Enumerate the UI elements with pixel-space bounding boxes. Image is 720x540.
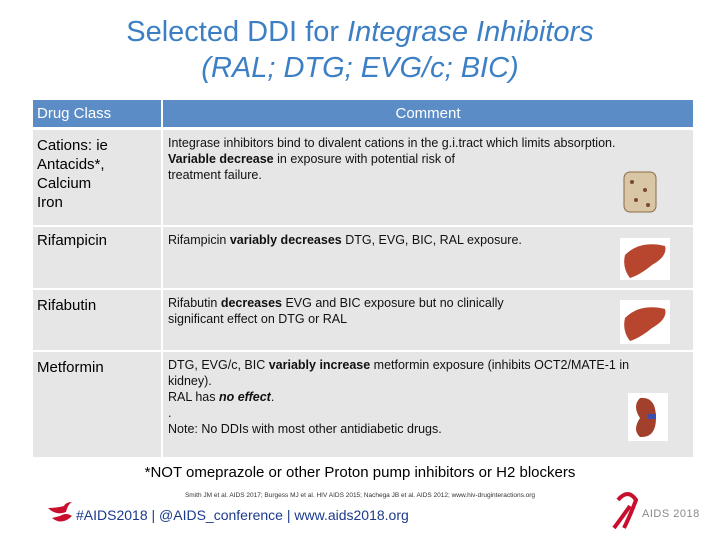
- drug-cell: Metformin: [33, 352, 161, 457]
- drug-line: Iron: [37, 194, 63, 211]
- text-line: treatment failure.: [168, 167, 688, 183]
- text-line: kidney).: [168, 373, 688, 389]
- text-segment: Rifabutin: [168, 296, 221, 310]
- column-header: Comment: [163, 100, 693, 127]
- text-line: (RAL; DTG; EVG/c; BIC): [0, 50, 720, 86]
- text-segment: Integrase inhibitors bind to divalent ca…: [168, 136, 616, 150]
- drug-line: Rifampicin: [37, 232, 108, 249]
- logo-text: AIDS 2018: [642, 508, 700, 520]
- text-segment: Variable decrease: [168, 152, 274, 166]
- drug-line: Cations: ie: [37, 137, 108, 154]
- text-segment: .: [168, 406, 172, 420]
- drug-line: Rifabutin: [37, 297, 97, 314]
- text-segment: Note: No DDIs with most other antidiabet…: [168, 422, 442, 436]
- comment-cell: Rifampicin variably decreases DTG, EVG, …: [163, 227, 693, 288]
- text-segment: DTG, EVG, BIC, RAL exposure.: [341, 233, 522, 247]
- comment-cell: Integrase inhibitors bind to divalent ca…: [163, 130, 693, 225]
- text-segment: metformin exposure (inhibits OCT2/MATE-1…: [370, 358, 630, 372]
- text-segment: treatment failure.: [168, 168, 262, 182]
- logo-ribbon: [612, 492, 639, 530]
- text-segment: in exposure with potential risk of: [273, 152, 455, 166]
- text-segment: (RAL; DTG; EVG/c; BIC): [201, 52, 519, 84]
- text-segment: kidney).: [168, 374, 212, 388]
- text-segment: Rifampicin: [168, 233, 230, 247]
- drug-cell: Rifampicin: [33, 227, 161, 288]
- text-segment: no effect: [218, 390, 271, 404]
- text-segment: EVG and BIC exposure but no clinically: [281, 296, 504, 310]
- text-segment: significant effect on DTG or RAL: [168, 312, 348, 326]
- text-line: RAL has no effect.: [168, 389, 688, 405]
- text-segment: Integrase Inhibitors: [347, 16, 594, 48]
- drug-line: Antacids*,: [37, 156, 105, 173]
- text-line: .: [168, 405, 688, 421]
- footnote: *NOT omeprazole or other Proton pump inh…: [144, 464, 576, 481]
- references: Smith JM et al. AIDS 2017; Burgess MJ et…: [184, 492, 536, 499]
- text-segment: variably increase: [268, 358, 371, 372]
- comment-cell: Rifabutin decreases EVG and BIC exposure…: [163, 290, 693, 350]
- drug-line: Metformin: [37, 359, 104, 376]
- text-segment: decreases: [220, 296, 282, 310]
- text-line: Note: No DDIs with most other antidiabet…: [168, 421, 688, 437]
- footer-links: #AIDS2018 | @AIDS_conference | www.aids2…: [76, 507, 409, 523]
- text-line: DTG, EVG/c, BIC variably increase metfor…: [168, 357, 688, 373]
- drug-cell: Cations: ie Antacids*, Calcium Iron: [33, 130, 161, 225]
- text-segment: variably decreases: [229, 233, 342, 247]
- text-line: Integrase inhibitors bind to divalent ca…: [168, 135, 688, 151]
- drug-line: Calcium: [37, 175, 92, 192]
- text-line: Variable decrease in exposure with poten…: [168, 151, 688, 167]
- text-segment: Selected DDI for: [126, 16, 348, 48]
- slide-title: Selected DDI for Integrase Inhibitors (RA…: [0, 14, 720, 86]
- text-line: Rifampicin variably decreases DTG, EVG, …: [168, 232, 688, 248]
- column-header: Drug Class: [33, 100, 161, 127]
- text-line: significant effect on DTG or RAL: [168, 311, 688, 327]
- comment-cell: DTG, EVG/c, BIC variably increase metfor…: [163, 352, 693, 457]
- twitter-icon: [48, 502, 72, 522]
- drug-cell: Rifabutin: [33, 290, 161, 350]
- text-segment: .: [270, 390, 275, 404]
- text-segment: DTG, EVG/c, BIC: [168, 358, 269, 372]
- text-line: Selected DDI for Integrase Inhibitors: [0, 14, 720, 50]
- text-line: Rifabutin decreases EVG and BIC exposure…: [168, 295, 688, 311]
- text-segment: RAL has: [168, 390, 219, 404]
